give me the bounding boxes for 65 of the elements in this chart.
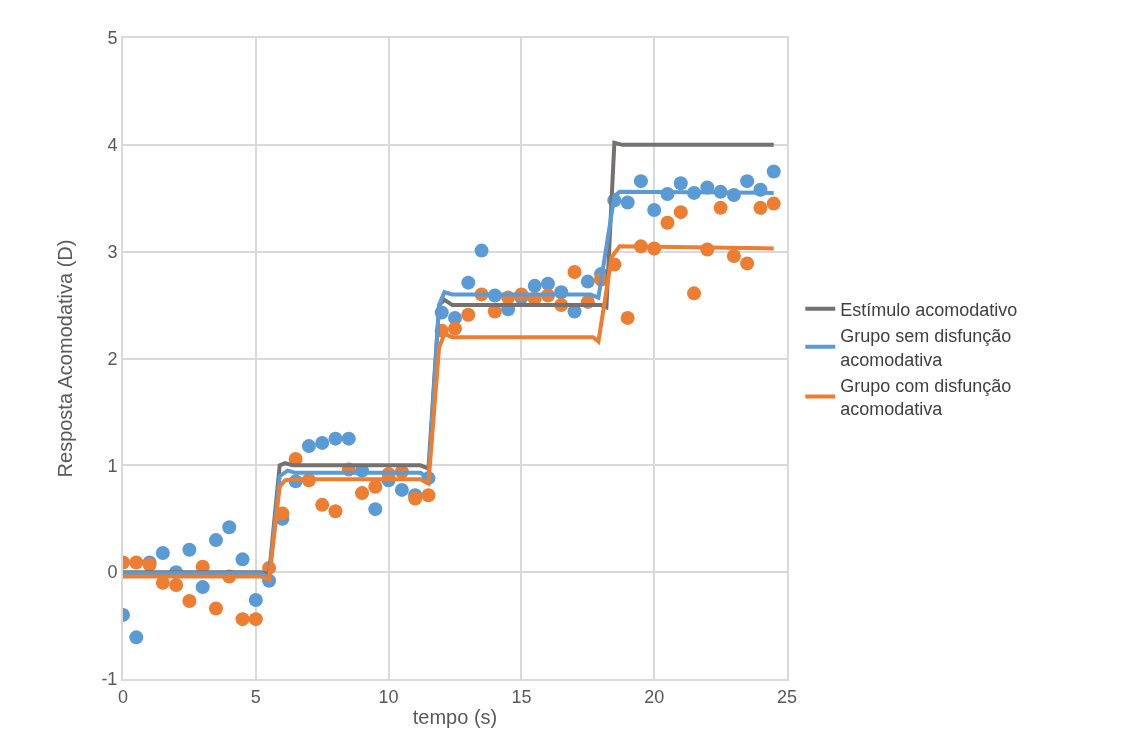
point	[328, 431, 343, 446]
point	[461, 275, 476, 290]
point	[368, 479, 383, 494]
point	[129, 555, 144, 570]
point	[248, 612, 263, 627]
point	[580, 274, 595, 289]
point	[740, 256, 755, 271]
point	[673, 205, 688, 220]
point	[328, 504, 343, 519]
point	[235, 552, 250, 567]
point	[633, 174, 648, 189]
point	[660, 215, 675, 230]
point	[766, 196, 781, 211]
x-tick-label: 15	[511, 686, 532, 707]
y-tick-label: 4	[107, 135, 118, 156]
point	[527, 278, 542, 293]
y-tick-label: 0	[107, 562, 118, 583]
point	[368, 502, 383, 517]
y-tick-label: -1	[101, 669, 118, 690]
point	[355, 486, 370, 501]
point	[620, 310, 635, 325]
point	[474, 243, 489, 258]
point	[315, 497, 330, 512]
x-tick-label: 25	[776, 686, 798, 707]
x-axis-title: tempo (s)	[412, 705, 498, 728]
x-tick-label: 10	[378, 686, 399, 707]
point	[567, 264, 582, 279]
y-tick-label: 5	[107, 28, 118, 49]
point	[208, 601, 223, 616]
point	[766, 164, 781, 179]
point	[315, 435, 330, 450]
point	[182, 542, 197, 557]
point	[248, 592, 263, 607]
point	[129, 630, 144, 645]
x-tick-label: 5	[250, 686, 261, 707]
point	[169, 577, 184, 592]
point	[155, 545, 170, 560]
point	[341, 431, 356, 446]
y-tick-label: 3	[107, 241, 118, 262]
x-tick-label: 20	[644, 686, 665, 707]
point	[461, 307, 476, 322]
point	[620, 195, 635, 210]
legend-label: Estímulo acomodativo	[840, 299, 1018, 320]
point	[713, 200, 728, 215]
y-tick-label: 1	[107, 455, 118, 476]
point	[753, 200, 768, 215]
point	[235, 612, 250, 627]
point	[222, 520, 237, 535]
legend-label: Grupo sem disfunção acomodativa	[840, 326, 1012, 370]
point	[394, 482, 409, 497]
point	[540, 276, 555, 291]
point	[421, 488, 436, 503]
point	[687, 286, 702, 301]
point	[208, 533, 223, 548]
legend-label: Grupo com disfunção acomodativa	[840, 375, 1012, 420]
point	[195, 580, 210, 595]
point	[301, 439, 316, 454]
y-tick-label: 2	[107, 348, 118, 369]
y-axis-title: Resposta Acomodativa (D)	[54, 239, 76, 478]
point	[647, 203, 662, 217]
point	[726, 248, 741, 263]
point	[182, 594, 197, 608]
point	[673, 176, 688, 191]
point	[740, 174, 755, 189]
point	[448, 321, 462, 336]
